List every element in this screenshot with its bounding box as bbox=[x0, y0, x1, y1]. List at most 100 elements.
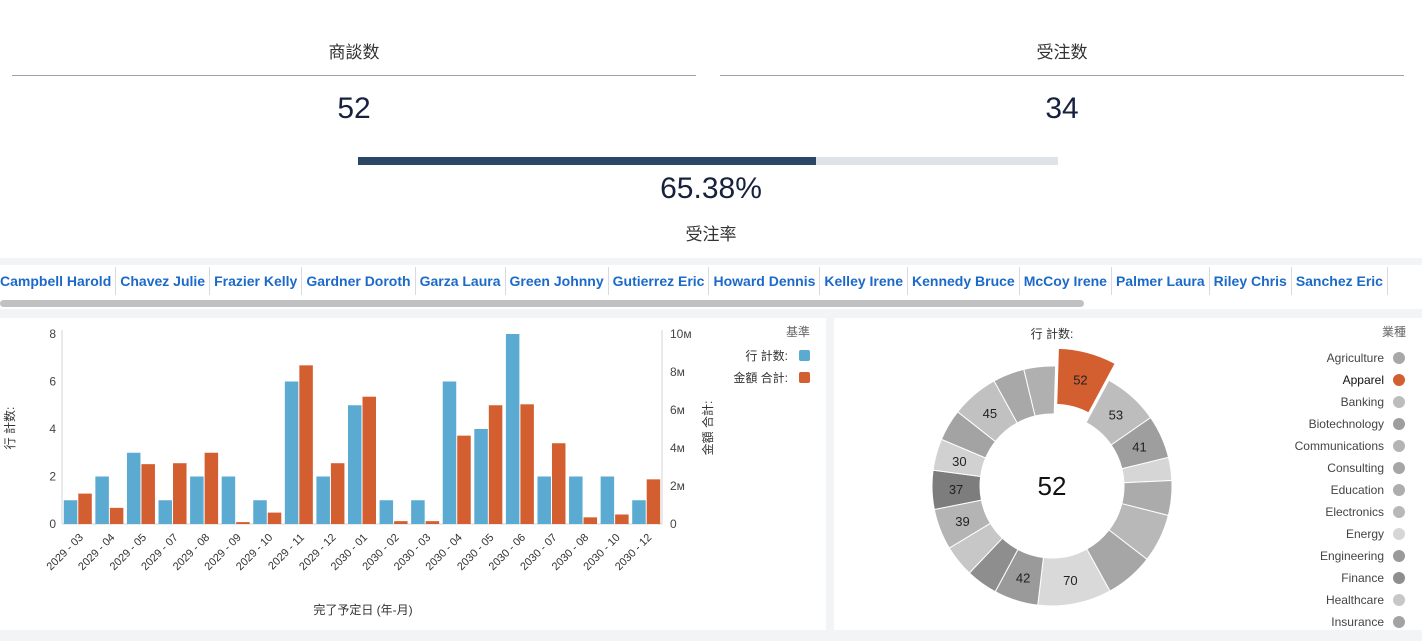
legend-dot[interactable] bbox=[1393, 528, 1405, 540]
y-tick-label: 2 bbox=[49, 470, 56, 484]
owner-tab[interactable]: Kelley Irene bbox=[820, 267, 908, 295]
legend-dot[interactable] bbox=[1393, 396, 1405, 408]
owner-tab[interactable]: McCoy Irene bbox=[1020, 267, 1112, 295]
won-label: 受注数 bbox=[1036, 43, 1088, 62]
donut-slice-label: 53 bbox=[1109, 407, 1123, 422]
bar-amount bbox=[109, 507, 124, 524]
donut-chart: 行 計数: 52 53 41 70 42 39 37 30 45 52 業種 Agriculture Ap… bbox=[931, 325, 1406, 629]
bar-count bbox=[537, 476, 551, 524]
won-value: 34 bbox=[1045, 92, 1079, 125]
donut-slice-label: 42 bbox=[1016, 571, 1030, 586]
bar-count bbox=[600, 476, 615, 524]
win-rate-value: 65.38% bbox=[660, 172, 762, 205]
y2-tick-label: 0 bbox=[670, 517, 677, 531]
owner-tab[interactable]: Frazier Kelly bbox=[210, 267, 303, 295]
owner-tab[interactable]: Gutierrez Eric bbox=[609, 267, 710, 295]
legend-dot[interactable] bbox=[1393, 374, 1405, 386]
y2-tick-label: 4м bbox=[670, 441, 685, 455]
bar-amount bbox=[583, 517, 598, 524]
owner-tab[interactable]: Gardner Doroth bbox=[302, 267, 416, 295]
legend-label: Insurance bbox=[1331, 615, 1384, 629]
owner-filter-bar: Campbell Harold Chavez Julie Frazier Kelly… bbox=[0, 265, 1422, 309]
y2-tick-label: 10м bbox=[670, 327, 692, 341]
legend-dot[interactable] bbox=[1393, 484, 1405, 496]
y2-axis-title: 金額 合計: bbox=[700, 401, 715, 456]
owner-tab[interactable]: Palmer Laura bbox=[1112, 267, 1210, 295]
deals-label: 商談数 bbox=[328, 43, 380, 62]
bar-count bbox=[221, 476, 236, 524]
legend-dot[interactable] bbox=[1393, 594, 1405, 606]
y-tick-label: 6 bbox=[49, 375, 56, 389]
bar-count bbox=[158, 500, 173, 524]
legend-swatch[interactable] bbox=[799, 372, 810, 383]
bar-count bbox=[474, 429, 488, 524]
bar-count bbox=[316, 476, 330, 524]
bar-amount bbox=[330, 463, 345, 524]
owner-tab[interactable]: Howard Dennis bbox=[709, 267, 821, 295]
bar-count bbox=[411, 500, 425, 524]
legend-dot[interactable] bbox=[1393, 440, 1405, 452]
legend-swatch[interactable] bbox=[799, 350, 810, 361]
legend-label: Banking bbox=[1341, 395, 1384, 409]
bar-amount bbox=[551, 443, 566, 524]
bar-count bbox=[505, 334, 520, 524]
donut-center-value: 52 bbox=[1038, 471, 1067, 501]
bar-amount bbox=[236, 522, 250, 524]
horizontal-scrollbar[interactable] bbox=[0, 300, 1084, 307]
legend-label: Education bbox=[1331, 483, 1384, 497]
bar-amount bbox=[425, 521, 440, 524]
bar-count bbox=[379, 500, 394, 524]
bar-count bbox=[632, 500, 646, 524]
legend-label: Consulting bbox=[1327, 461, 1384, 475]
legend-dot[interactable] bbox=[1393, 616, 1405, 628]
donut-slice[interactable] bbox=[1023, 365, 1057, 417]
bar-amount bbox=[204, 452, 219, 524]
owner-tab[interactable]: Kennedy Bruce bbox=[908, 267, 1020, 295]
bar-count bbox=[284, 381, 299, 524]
y-tick-label: 4 bbox=[49, 422, 56, 436]
y2-tick-label: 8м bbox=[670, 365, 685, 379]
bar-amount bbox=[615, 514, 629, 524]
bar-amount bbox=[520, 404, 534, 524]
deals-value: 52 bbox=[337, 92, 371, 125]
donut-slice[interactable] bbox=[1056, 347, 1116, 414]
legend-label: Healthcare bbox=[1326, 593, 1384, 607]
bar-count bbox=[253, 500, 267, 524]
owner-tab[interactable]: Chavez Julie bbox=[116, 267, 211, 295]
bar-count bbox=[442, 381, 457, 524]
bar-amount bbox=[362, 396, 376, 524]
won-divider bbox=[720, 75, 1404, 76]
legend-dot[interactable] bbox=[1393, 352, 1405, 364]
win-rate-progress bbox=[358, 157, 1058, 165]
owner-tab[interactable]: Sanchez Eric bbox=[1292, 267, 1388, 295]
legend-label: Communications bbox=[1295, 439, 1384, 453]
legend-dot[interactable] bbox=[1393, 462, 1405, 474]
legend-label: Finance bbox=[1341, 571, 1384, 585]
bar-count bbox=[569, 476, 583, 524]
y2-tick-label: 2м bbox=[670, 479, 685, 493]
donut-slice-label: 37 bbox=[949, 482, 963, 497]
donut-slice-label: 45 bbox=[983, 406, 997, 421]
y-tick-label: 0 bbox=[49, 517, 56, 531]
win-rate-label: 受注率 bbox=[685, 225, 737, 244]
bar-count bbox=[63, 500, 78, 524]
legend-label: Electronics bbox=[1325, 505, 1384, 519]
bar-amount bbox=[646, 479, 661, 524]
owner-tab[interactable]: Green Johnny bbox=[506, 267, 609, 295]
kpi-panel: 商談数 52 受注数 34 65.38% 受注率 bbox=[0, 0, 1422, 258]
legend-title: 業種 bbox=[1382, 325, 1406, 339]
donut-title: 行 計数: bbox=[1031, 326, 1074, 341]
legend-dot[interactable] bbox=[1393, 572, 1405, 584]
bar-amount bbox=[78, 493, 92, 524]
legend-dot[interactable] bbox=[1393, 506, 1405, 518]
legend-dot[interactable] bbox=[1393, 550, 1405, 562]
owner-tab[interactable]: Garza Laura bbox=[416, 267, 506, 295]
legend-label: Agriculture bbox=[1327, 351, 1385, 365]
owner-tab[interactable]: Riley Chris bbox=[1210, 267, 1292, 295]
owner-tab[interactable]: Campbell Harold bbox=[0, 267, 117, 295]
bar-amount bbox=[141, 464, 155, 524]
bar-amount bbox=[457, 435, 471, 524]
bar-amount bbox=[394, 521, 408, 524]
legend-dot[interactable] bbox=[1393, 418, 1405, 430]
bar-amount bbox=[267, 512, 282, 524]
